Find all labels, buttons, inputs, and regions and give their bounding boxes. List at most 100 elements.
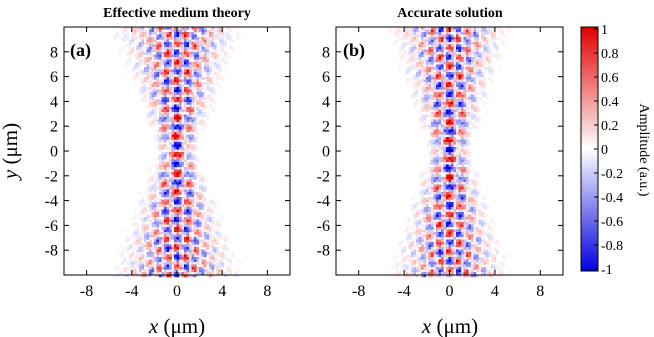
heatmap-cell: [174, 259, 177, 263]
heatmap-cell: [179, 162, 182, 165]
heatmap-cell: [473, 27, 477, 30]
heatmap-cell: [476, 29, 479, 33]
heatmap-cell: [146, 209, 150, 213]
heatmap-cell: [413, 54, 417, 58]
heatmap-cell: [473, 44, 477, 48]
heatmap-cell: [204, 49, 207, 53]
heatmap-cell: [121, 262, 125, 265]
heatmap-cell: [164, 129, 167, 133]
heatmap-cell: [171, 79, 175, 83]
heatmap-cell: [443, 182, 447, 185]
heatmap-cell: [186, 122, 190, 125]
heatmap-cell: [164, 234, 167, 238]
heatmap-cell: [431, 234, 434, 238]
heatmap-cell: [458, 102, 462, 105]
heatmap-cell: [161, 177, 165, 180]
heatmap-cell: [456, 67, 459, 70]
heatmap-cell: [171, 104, 175, 108]
heatmap-cell: [463, 94, 467, 98]
heatmap-cell: [438, 227, 442, 230]
heatmap-cell: [144, 67, 147, 70]
heatmap-cell: [149, 74, 152, 78]
heatmap-cell: [211, 39, 215, 43]
heatmap-cell: [431, 72, 434, 75]
heatmap-cell: [186, 87, 190, 90]
heatmap-cell: [421, 197, 424, 200]
heatmap-cell: [211, 222, 215, 225]
heatmap-cell: [179, 144, 182, 148]
heatmap-cell: [169, 239, 172, 243]
heatmap-cell: [406, 227, 409, 230]
heatmap-cell: [488, 72, 492, 75]
heatmap-cell: [441, 74, 444, 78]
heatmap-cell: [161, 182, 165, 185]
heatmap-cell: [453, 172, 457, 175]
heatmap-cell: [413, 37, 417, 40]
heatmap-cell: [433, 44, 437, 48]
heatmap-cell: [181, 232, 185, 235]
heatmap-cell: [141, 59, 145, 63]
heatmap-cell: [226, 62, 230, 65]
heatmap-cell: [488, 59, 492, 63]
heatmap-cell: [436, 72, 439, 75]
heatmap-cell: [139, 262, 142, 265]
heatmap-cell: [436, 107, 439, 110]
heatmap-cell: [199, 252, 202, 255]
heatmap-cell: [441, 229, 444, 233]
heatmap-cell: [431, 239, 434, 243]
heatmap-cell: [176, 124, 180, 128]
heatmap-cell: [181, 97, 185, 100]
heatmap-cell: [433, 144, 437, 148]
heatmap-cell: [151, 224, 155, 228]
heatmap-cell: [184, 154, 187, 158]
heatmap-cell: [416, 227, 419, 230]
heatmap-cell: [473, 104, 477, 108]
heatmap-cell: [433, 132, 437, 135]
heatmap-cell: [169, 44, 172, 48]
heatmap-cell: [486, 92, 489, 95]
heatmap-cell: [436, 152, 439, 155]
heatmap-cell: [453, 232, 457, 235]
heatmap-cell: [221, 47, 225, 50]
heatmap-cell: [466, 244, 469, 248]
heatmap-cell: [431, 232, 434, 235]
heatmap-cell: [411, 237, 414, 240]
heatmap-cell: [159, 84, 162, 88]
heatmap-cell: [481, 244, 484, 248]
heatmap-cell: [171, 272, 175, 275]
heatmap-cell: [194, 32, 197, 35]
heatmap-cell: [428, 77, 432, 80]
heatmap-cell: [146, 179, 150, 183]
heatmap-cell: [468, 49, 472, 53]
heatmap-cell: [151, 82, 155, 85]
heatmap-cell: [139, 237, 142, 240]
heatmap-cell: [483, 219, 487, 223]
heatmap-cell: [441, 114, 444, 118]
heatmap-cell: [161, 107, 165, 110]
heatmap-cell: [453, 37, 457, 40]
heatmap-cell: [458, 57, 462, 60]
heatmap-cell: [433, 32, 437, 35]
heatmap-cell: [209, 49, 212, 53]
heatmap-cell: [189, 134, 192, 138]
heatmap-cell: [483, 92, 487, 95]
heatmap-cell: [131, 247, 135, 250]
heatmap-cell: [451, 27, 454, 30]
heatmap-cell: [179, 89, 182, 93]
heatmap-cell: [204, 272, 207, 275]
heatmap-cell: [154, 39, 157, 43]
heatmap-cell: [438, 32, 442, 35]
heatmap-cell: [473, 232, 477, 235]
heatmap-cell: [159, 259, 162, 263]
heatmap-cell: [458, 27, 462, 30]
heatmap-cell: [426, 169, 429, 173]
heatmap-cell: [421, 239, 424, 243]
heatmap-cell: [418, 249, 422, 253]
heatmap-cell: [181, 159, 185, 163]
heatmap-cell: [408, 32, 412, 35]
heatmap-cell: [426, 94, 429, 98]
heatmap-cell: [179, 82, 182, 85]
heatmap-cell: [174, 109, 177, 113]
heatmap-cell: [164, 72, 167, 75]
heatmap-cell: [184, 49, 187, 53]
